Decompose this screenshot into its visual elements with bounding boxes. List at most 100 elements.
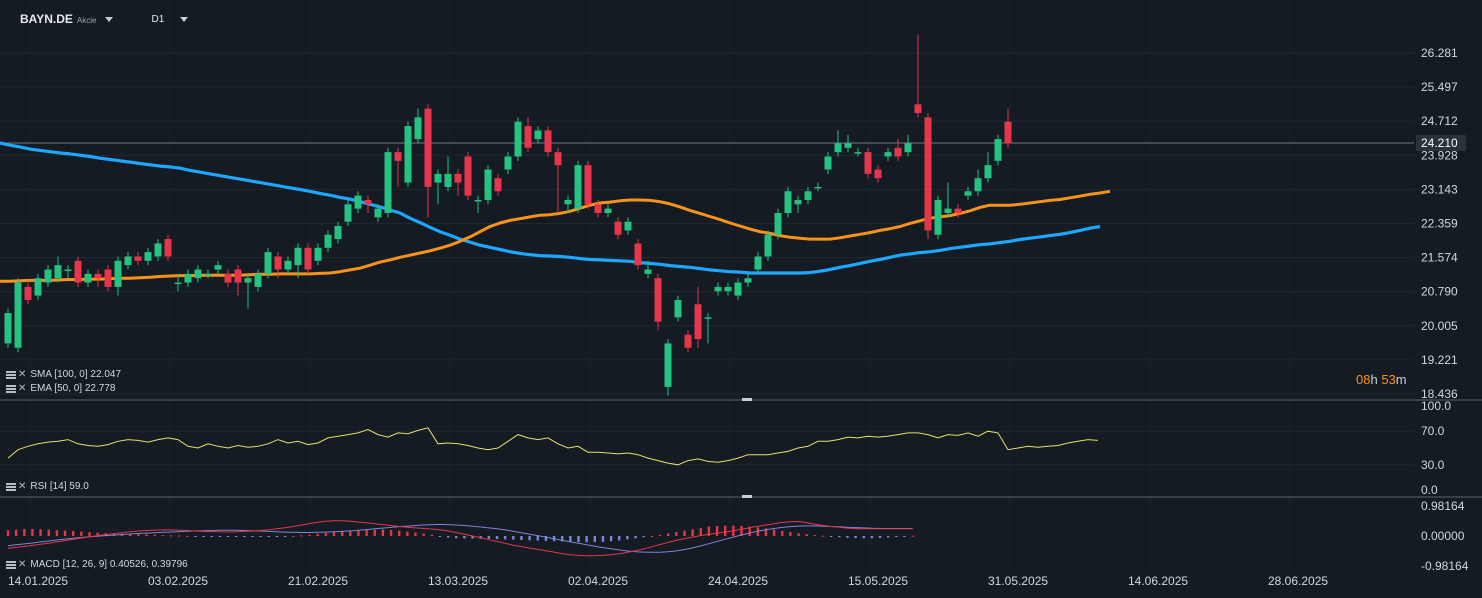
candle-body	[984, 165, 992, 179]
settings-lines-icon[interactable]	[6, 384, 16, 393]
macd-histogram-bar	[169, 535, 173, 537]
candle-body	[384, 152, 392, 214]
macd-histogram-bar	[805, 534, 808, 536]
candle-body	[64, 269, 72, 272]
candle-body	[554, 152, 562, 166]
symbol-dropdown-icon[interactable]	[105, 16, 114, 22]
candle-body	[524, 126, 532, 148]
candle-body	[14, 282, 22, 348]
candle-body	[954, 208, 962, 214]
candle-body	[514, 121, 522, 157]
candle-body	[204, 273, 212, 276]
candle-body	[474, 199, 482, 202]
macd-histogram-bar	[520, 536, 523, 540]
date-axis-label: 31.05.2025	[988, 574, 1048, 588]
candle-body	[814, 186, 822, 189]
settings-lines-icon[interactable]	[6, 370, 16, 379]
macd-histogram-bar	[96, 532, 99, 536]
macd-histogram-bar	[194, 536, 197, 537]
candle-body	[644, 269, 652, 274]
macd-histogram-bar	[406, 531, 409, 536]
macd-histogram-bar	[724, 525, 727, 536]
candle-body	[494, 178, 502, 192]
candle-body	[484, 169, 492, 200]
macd-histogram-bar	[903, 536, 906, 537]
candle-body	[194, 269, 202, 279]
macd-histogram-bar	[577, 536, 580, 543]
countdown-h-unit: h	[1370, 372, 1378, 387]
candle-body	[854, 152, 862, 154]
candle-body	[334, 226, 342, 240]
macd-histogram-bar	[283, 536, 287, 537]
candle-body	[574, 165, 582, 209]
candle-body	[654, 278, 662, 322]
macd-histogram-bar	[593, 536, 596, 543]
macd-histogram-bar	[324, 532, 328, 536]
candle-body	[614, 221, 622, 235]
candle-body	[94, 273, 102, 279]
macd-histogram-bar	[14, 529, 18, 536]
macd-histogram-bar	[161, 535, 165, 537]
candle-body	[454, 173, 462, 183]
macd-histogram-bar	[373, 529, 376, 536]
candle-body	[544, 130, 552, 153]
macd-histogram-bar	[455, 536, 458, 539]
settings-lines-icon[interactable]	[6, 560, 16, 569]
macd-histogram-bar	[308, 534, 311, 536]
candle-body	[274, 256, 282, 270]
macd-histogram-bar	[177, 535, 181, 537]
countdown-minutes: 53	[1381, 372, 1396, 387]
candle-body	[804, 191, 812, 200]
macd-histogram-bar	[585, 536, 588, 543]
close-icon[interactable]: ✕	[18, 558, 27, 570]
price-axis-label: 26.281	[1421, 46, 1458, 60]
price-axis-label: 23.928	[1421, 148, 1458, 162]
pane-resize-handle	[742, 398, 752, 401]
rsi-axis-label: 30.0	[1421, 458, 1445, 472]
price-axis-label: 20.005	[1421, 319, 1458, 333]
macd-histogram-bar	[650, 536, 654, 537]
date-axis-label: 13.03.2025	[428, 574, 488, 588]
candle-body	[534, 130, 542, 140]
timeframe-selector[interactable]: D1	[151, 13, 165, 25]
price-axis-label: 24.712	[1421, 114, 1458, 128]
rsi-axis-label: 0.0	[1421, 483, 1438, 497]
macd-histogram-bar	[414, 532, 417, 536]
macd-histogram-bar	[381, 529, 385, 536]
macd-histogram-bar	[797, 533, 800, 536]
candle-body	[154, 243, 162, 257]
macd-histogram-bar	[699, 527, 702, 536]
macd-histogram-bar	[446, 536, 450, 538]
timeframe-dropdown-icon[interactable]	[180, 16, 189, 22]
pane-resize-handle	[742, 495, 752, 498]
macd-histogram-bar	[691, 529, 694, 536]
price-axis-label: 21.574	[1421, 251, 1458, 265]
macd-histogram-bar	[887, 536, 890, 538]
candle-body	[864, 152, 872, 174]
symbol-name[interactable]: BAYN.DE	[20, 12, 73, 26]
close-icon[interactable]: ✕	[18, 368, 27, 380]
candle-body	[924, 117, 932, 231]
candle-body	[684, 334, 692, 348]
macd-histogram-bar	[430, 534, 433, 536]
candle-body	[764, 234, 772, 257]
candle-body	[794, 199, 802, 205]
macd-histogram-bar	[862, 536, 865, 539]
candle-body	[394, 152, 402, 161]
candle-body	[444, 173, 452, 187]
close-icon[interactable]: ✕	[18, 382, 27, 394]
candle-body	[994, 139, 1002, 161]
macd-histogram-bar	[31, 528, 34, 536]
candle-body	[44, 269, 52, 283]
candle-body	[844, 143, 852, 148]
macd-histogram-bar	[715, 525, 719, 536]
macd-histogram-bar	[748, 526, 751, 536]
candle-body	[504, 156, 512, 170]
close-icon[interactable]: ✕	[18, 480, 27, 492]
candle-body	[964, 191, 972, 196]
settings-lines-icon[interactable]	[6, 482, 16, 491]
candle-body	[284, 260, 292, 270]
candle-body	[414, 117, 422, 140]
candle-body	[364, 199, 372, 205]
